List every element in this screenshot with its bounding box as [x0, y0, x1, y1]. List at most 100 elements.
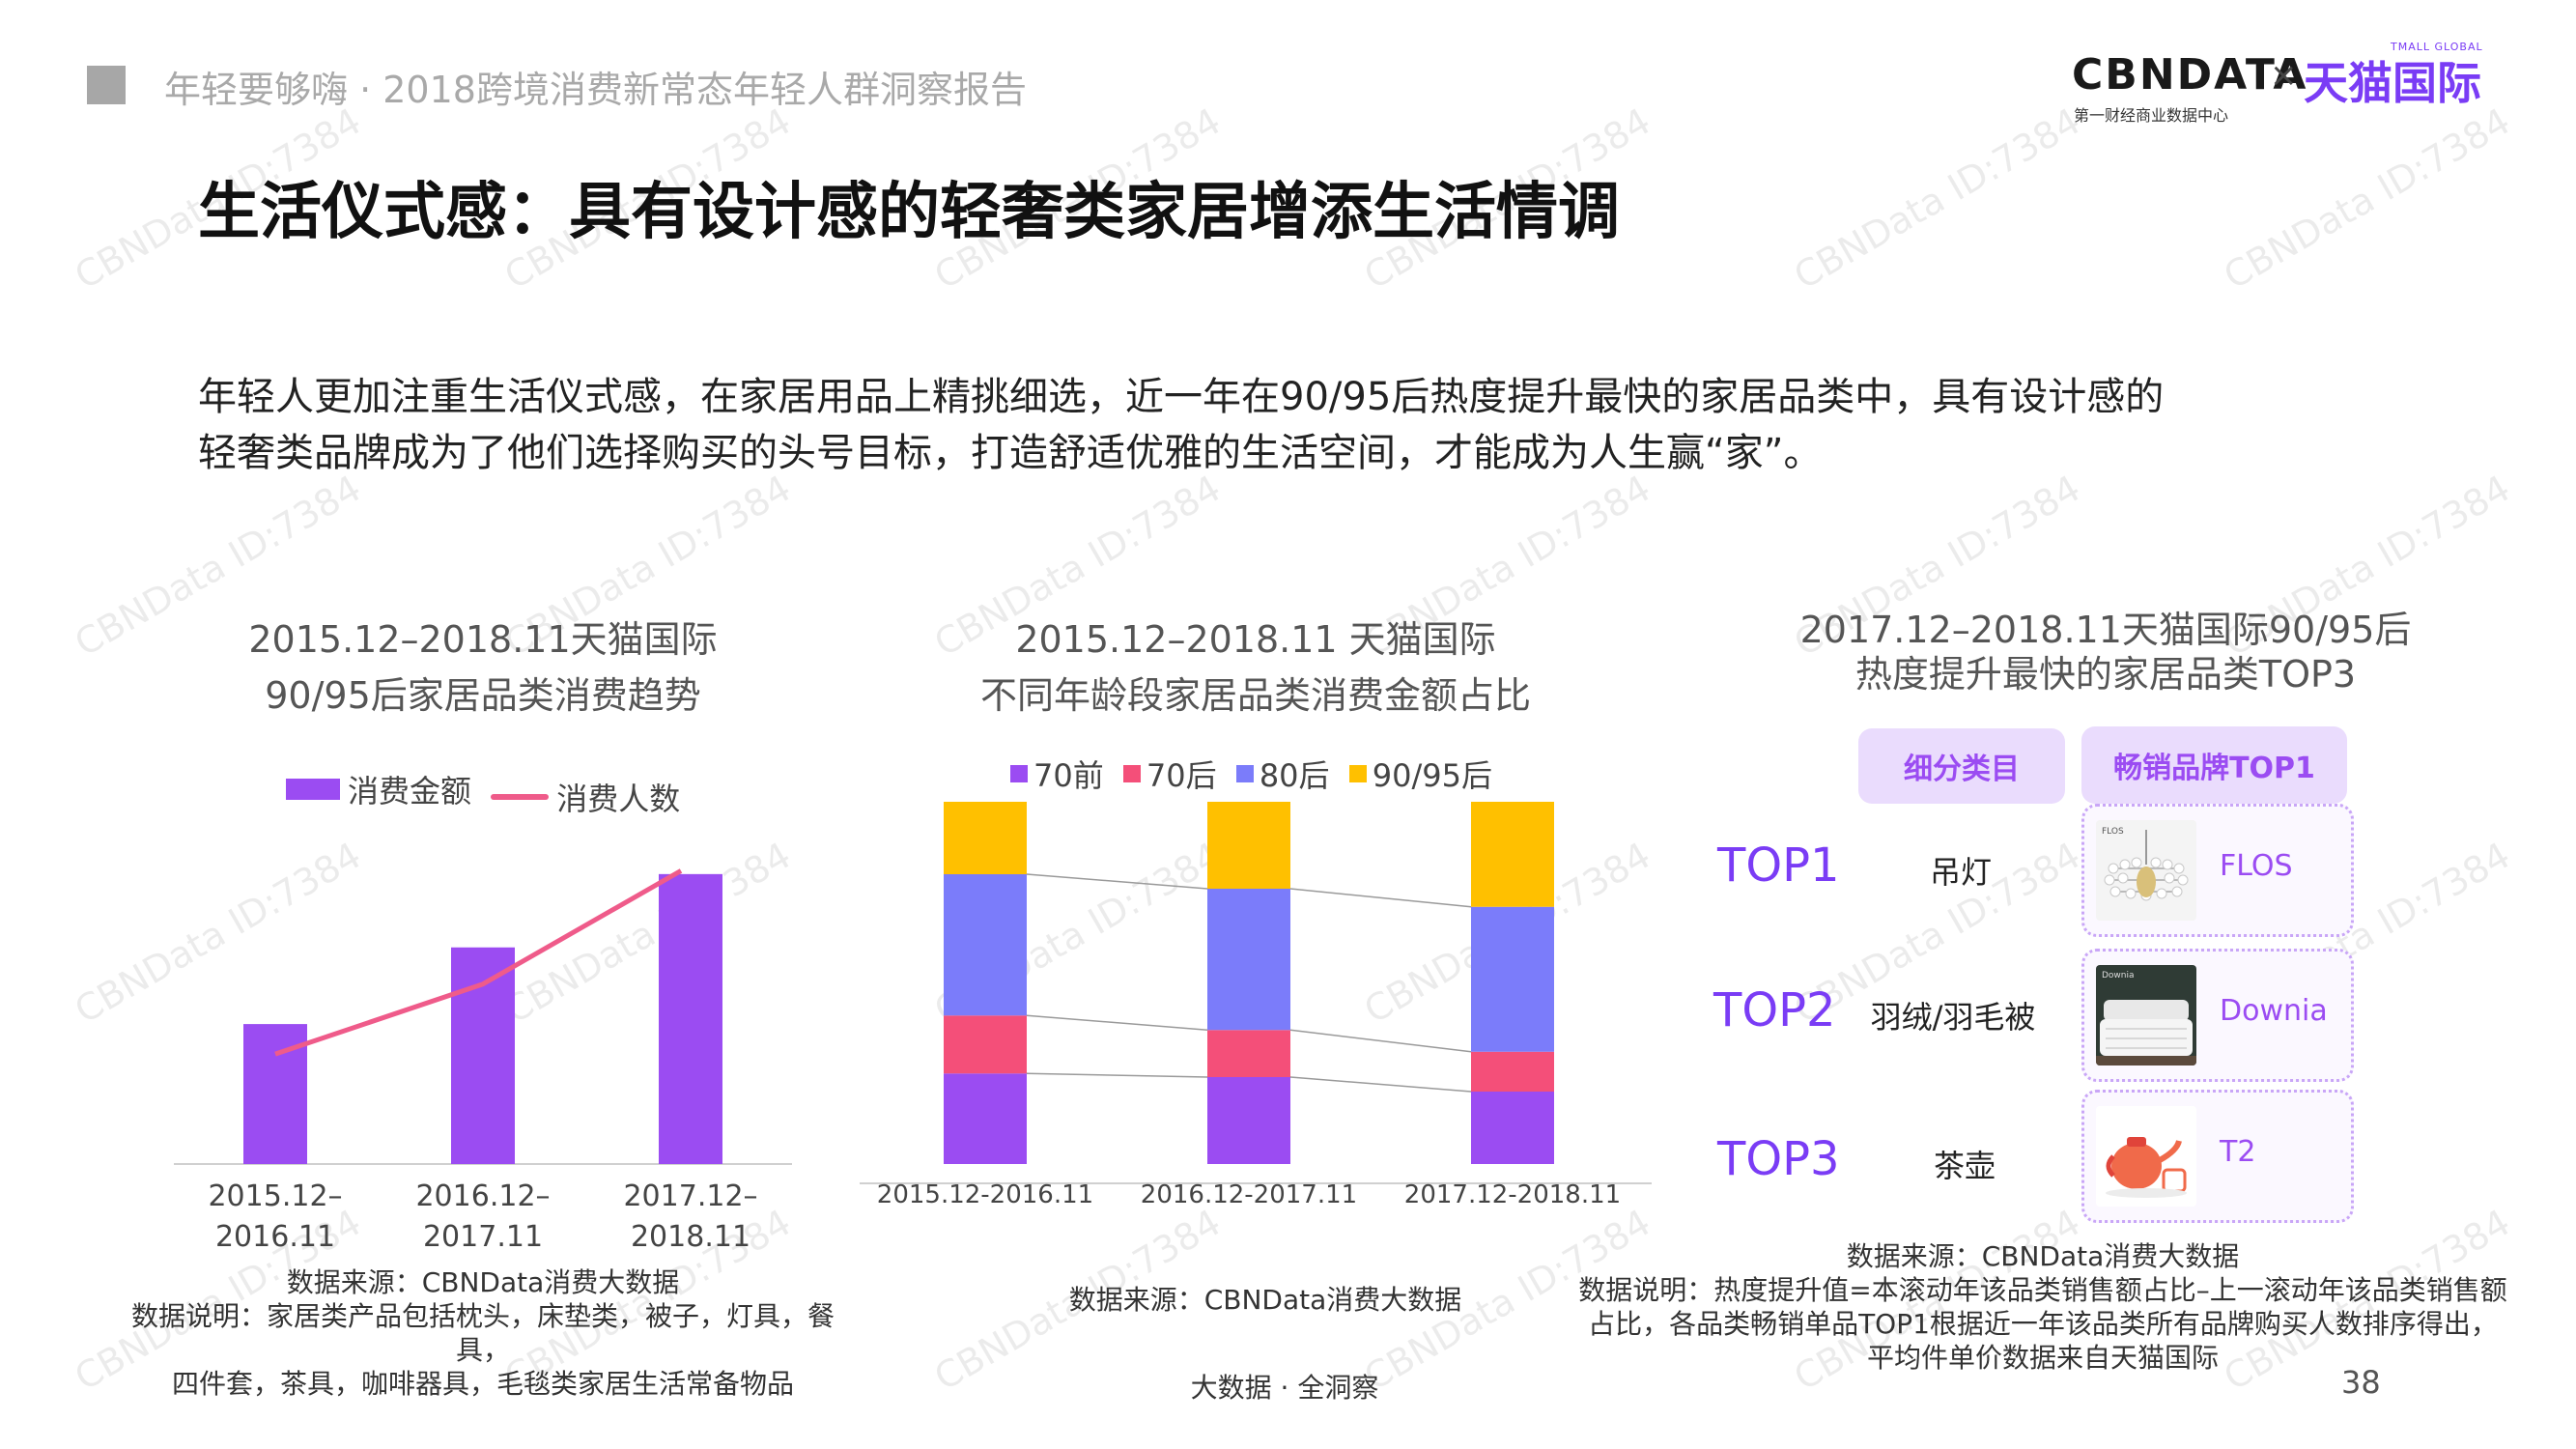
stacked-segment-1	[944, 1073, 1027, 1164]
legend-label: 70前	[1033, 757, 1104, 794]
legend-label: 消费人数	[556, 781, 681, 817]
top3-title-line: 2017.12–2018.11天猫国际90/95后	[1799, 609, 2412, 651]
brand-card: FLOS FLOS	[2081, 804, 2354, 937]
chart1-combo-chart: 2015.12– 2016.11 2016.12– 2017.11 2017.12– 20…	[174, 868, 792, 1254]
rank-label: TOP3	[1717, 1132, 1840, 1186]
chart2-title-line: 2015.12–2018.11 天猫国际	[1015, 618, 1496, 661]
rank-label: TOP2	[1713, 983, 1836, 1037]
page-number: 38	[2341, 1364, 2381, 1401]
stacked-segment-1	[1207, 1077, 1290, 1164]
top3-source-note: 数据来源：CBNData消费大数据 数据说明：热度提升值=本滚动年该品类销售额占…	[1565, 1239, 2521, 1375]
segment-connector-line	[1026, 1072, 1208, 1078]
header-top-brand: 畅销品牌TOP1	[2081, 726, 2347, 804]
x-tick-label: 2016.12-2017.11	[1141, 1180, 1357, 1209]
segment-connector-line	[1289, 1029, 1472, 1053]
legend-swatch	[1122, 765, 1141, 782]
legend-swatch	[1010, 765, 1028, 782]
chart1-source-note: 数据来源：CBNData消费大数据 数据说明：家居类产品包括枕头，床垫类，被子，…	[106, 1265, 860, 1401]
top3-title: 2017.12–2018.11天猫国际90/95后 热度提升最快的家居品类TOP…	[1681, 608, 2531, 696]
category-name: 羽绒/羽毛被	[1870, 999, 2036, 1036]
brand-name: Downia	[2220, 994, 2328, 1028]
stacked-segment-4	[1471, 802, 1554, 907]
legend-label: 90/95后	[1372, 757, 1492, 794]
stacked-segment-2	[1207, 1030, 1290, 1077]
legend-item-people: 消费人数	[491, 775, 680, 819]
category-name: 吊灯	[1929, 854, 1992, 891]
x-tick-label: 2017.12–	[623, 1179, 757, 1213]
brand-card: T2	[2081, 1090, 2354, 1223]
chart2-source-note: 数据来源：CBNData消费大数据	[1068, 1284, 1462, 1316]
watermark-text: CBNData ID:7384	[1787, 99, 2088, 298]
category-name: 茶壶	[1933, 1148, 1996, 1184]
stacked-segment-3	[944, 874, 1027, 1016]
bar-consumption-amount	[451, 947, 515, 1164]
stacked-segment-1	[1471, 1092, 1554, 1164]
segment-connector-line	[1289, 888, 1472, 908]
x-tick-label: 2018.11	[631, 1220, 750, 1254]
intro-paragraph: 年轻人更加注重生活仪式感，在家居用品上精挑细选，近一年在90/95后热度提升最快…	[198, 369, 2420, 481]
cbndata-logo-subtitle: 第一财经商业数据中心	[2074, 106, 2229, 125]
stacked-segment-2	[944, 1015, 1027, 1074]
stacked-segment-4	[944, 802, 1027, 874]
chart1-title-line: 2015.12–2018.11天猫国际	[248, 618, 718, 661]
legend-item-amount: 消费金额	[286, 767, 471, 811]
x-tick-label: 2015.12-2016.11	[877, 1180, 1093, 1209]
stacked-segment-3	[1207, 889, 1290, 1031]
x-tick-label: 2017.11	[423, 1220, 543, 1254]
chart1-legend: 消费金额 消费人数	[286, 767, 690, 819]
svg-text:Downia: Downia	[2102, 971, 2135, 980]
intro-line: 轻奢类品牌成为了他们选择购买的头号目标，打造舒适优雅的生活空间，才能成为人生赢“…	[198, 431, 1823, 475]
page-title: 生活仪式感：具有设计感的轻奢类家居增添生活情调	[198, 177, 1620, 248]
source-line: 占比，各品类畅销单品TOP1根据近一年该品类所有品牌购买人数排序得出，	[1588, 1308, 2498, 1340]
header-subcategory: 细分类目	[1858, 728, 2065, 804]
line-consumer-count	[274, 868, 683, 1057]
x-tick-label: 2015.12–	[208, 1179, 342, 1213]
duvet-bed-image: Downia	[2096, 965, 2196, 1065]
x-tick-label: 2017.12-2018.11	[1404, 1180, 1621, 1209]
brand-card: Downia Downia	[2081, 949, 2354, 1082]
header-marker	[87, 66, 126, 104]
watermark-text: CBNData ID:7384	[2217, 99, 2518, 298]
chart1-title-line: 90/95后家居品类消费趋势	[265, 674, 701, 717]
legend-swatch	[1235, 765, 1254, 782]
source-line: 四件套，茶具，咖啡器具，毛毯类家居生活常备物品	[171, 1368, 794, 1400]
x-tick-label: 2016.12–	[415, 1179, 550, 1213]
source-line: 数据来源：CBNData消费大数据	[1846, 1240, 2240, 1272]
legend-item-70qian: 70前	[1010, 752, 1104, 796]
legend-item-70hou: 70后	[1122, 752, 1217, 796]
stacked-segment-4	[1207, 802, 1290, 889]
stacked-segment-3	[1471, 906, 1554, 1052]
top3-title-line: 热度提升最快的家居品类TOP3	[1854, 653, 2357, 696]
teapot-image	[2096, 1106, 2196, 1207]
chart2-stacked-bar-chart: 2015.12-2016.11 2016.12-2017.11 2017.12-20…	[860, 802, 1652, 1209]
source-line: 数据说明：家居类产品包括枕头，床垫类，被子，灯具，餐具，	[130, 1300, 835, 1366]
chart2-title-line: 不同年龄段家居品类消费金额占比	[979, 674, 1531, 717]
legend-label: 消费金额	[348, 773, 472, 810]
chandelier-image: FLOS	[2096, 820, 2196, 921]
cbndata-logo-text: CBNDATA	[2072, 50, 2308, 99]
tmall-global-logo-subtext: TMALL GLOBAL	[2391, 41, 2483, 53]
legend-swatch-line	[491, 794, 550, 800]
segment-connector-line	[1026, 873, 1208, 890]
x-tick-label: 2016.11	[215, 1220, 335, 1254]
legend-label: 80后	[1259, 757, 1330, 794]
source-line: 平均件单价数据来自天猫国际	[1866, 1342, 2219, 1374]
chart2-title: 2015.12–2018.11 天猫国际 不同年龄段家居品类消费金额占比	[869, 611, 1642, 724]
chart1-title: 2015.12–2018.11天猫国际 90/95后家居品类消费趋势	[155, 611, 811, 724]
brand-name: T2	[2220, 1135, 2256, 1169]
legend-swatch	[1348, 765, 1367, 782]
chart2-legend: 70前 70后 80后 90/95后	[1010, 752, 1502, 796]
brand-logo: CBNDATA × 天猫国际 TMALL GLOBAL 第一财经商业数据中心	[2062, 39, 2487, 126]
svg-text:FLOS: FLOS	[2102, 827, 2124, 837]
legend-item-80hou: 80后	[1235, 752, 1330, 796]
rank-label: TOP1	[1717, 838, 1840, 893]
legend-item-90hou: 90/95后	[1348, 752, 1492, 796]
source-line: 数据来源：CBNData消费大数据	[286, 1266, 680, 1298]
report-title: 年轻要够嗨 · 2018跨境消费新常态年轻人群洞察报告	[164, 69, 1027, 111]
logo-separator: ×	[2270, 56, 2298, 95]
stacked-segment-2	[1471, 1051, 1554, 1092]
footer-tagline: 大数据 · 全洞察	[1190, 1372, 1379, 1404]
legend-swatch-bar	[286, 779, 340, 800]
intro-line: 年轻人更加注重生活仪式感，在家居用品上精挑细选，近一年在90/95后热度提升最快…	[198, 375, 2165, 419]
brand-name: FLOS	[2220, 849, 2293, 883]
